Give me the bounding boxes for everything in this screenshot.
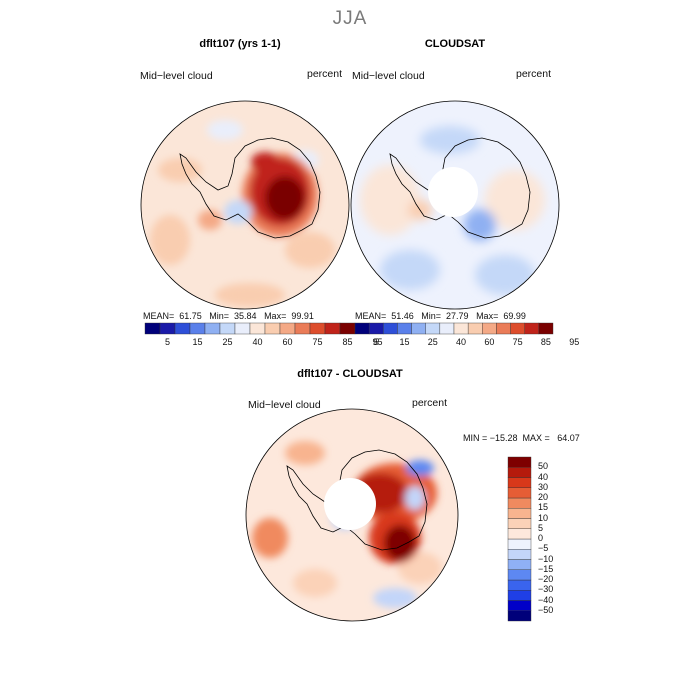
colorbar-tick-label: 60: [484, 337, 495, 347]
colorbar-tick-label: 95: [372, 337, 383, 347]
colorbar-swatch: [510, 322, 525, 335]
colorbar-swatch: [507, 600, 532, 611]
colorbar-tick-label: 5: [538, 522, 544, 533]
obs-stats: MEAN= 51.46 Min= 27.79 Max= 69.99: [355, 311, 526, 321]
colorbar-swatch: [453, 322, 469, 335]
colorbar-swatch: [309, 322, 326, 335]
colorbar-swatch: [507, 559, 532, 570]
colorbar-swatch: [538, 322, 554, 335]
colorbar-swatch: [507, 569, 532, 581]
colorbar-tick-label: 15: [192, 337, 203, 347]
colorbar-swatch: [144, 322, 161, 335]
colorbar-swatch: [467, 322, 483, 335]
colorbar-tick-label: −30: [538, 584, 554, 595]
colorbar-tick-label: −50: [538, 604, 554, 615]
colorbar-swatch: [219, 322, 236, 335]
colorbar-tick-label: 0: [538, 533, 544, 543]
colorbar-tick-label: 20: [538, 492, 549, 502]
colorbar-tick-label: 40: [252, 337, 263, 347]
colorbar-swatch: [507, 508, 532, 519]
colorbar-tick-label: 5: [373, 337, 379, 347]
colorbar-swatch: [324, 322, 341, 335]
colorbar-tick-label: −20: [538, 574, 554, 584]
colorbar-tick-label: 15: [399, 337, 410, 347]
diff-variable-label: Mid−level cloud: [248, 399, 321, 411]
diff-map: [245, 408, 459, 622]
colorbar-swatch: [439, 322, 455, 335]
colorbar-swatch: [507, 610, 532, 622]
colorbar-swatch: [507, 549, 532, 560]
colorbar-tick-label: 85: [342, 337, 353, 347]
colorbar-swatch: [383, 322, 398, 335]
colorbar-tick-label: 5: [164, 337, 170, 347]
diff-stats: MIN = −15.28 MAX = 64.07: [463, 433, 580, 443]
no-data-pole-hole: [428, 167, 478, 217]
colorbar-swatch: [279, 322, 296, 335]
colorbar-swatch: [507, 467, 532, 478]
model-colorbar: [144, 322, 356, 335]
colorbar-swatch: [507, 456, 532, 468]
obs-units-label: percent: [516, 68, 552, 80]
colorbar-tick-label: −40: [538, 594, 554, 605]
colorbar-swatch: [159, 322, 176, 335]
model-stats: MEAN= 61.75 Min= 35.84 Max= 99.91: [143, 311, 314, 321]
obs-colorbar-ticks: 5 15 25 40 60 75 85 95: [355, 337, 580, 349]
colorbar-tick-label: 40: [456, 337, 467, 347]
colorbar-swatch: [507, 497, 532, 509]
colorbar-swatch: [294, 322, 311, 335]
colorbar-swatch: [507, 579, 532, 591]
figure-title: JJA: [332, 8, 368, 29]
model-units-label: percent: [307, 68, 343, 80]
colorbar-swatch: [204, 322, 221, 335]
colorbar-swatch: [174, 322, 191, 335]
colorbar-swatch: [264, 322, 281, 335]
colorbar-tick-label: 25: [427, 337, 438, 347]
colorbar-swatch: [339, 322, 356, 335]
model-variable-label: Mid−level cloud: [140, 70, 213, 82]
colorbar-tick-label: 85: [540, 337, 551, 347]
colorbar-swatch: [507, 518, 532, 529]
antarctica-coastline: [179, 137, 321, 239]
colorbar-tick-label: 40: [538, 471, 549, 482]
model-panel-title: dflt107 (yrs 1-1): [199, 38, 281, 50]
colorbar-swatch: [507, 528, 532, 540]
diff-colorbar: [507, 456, 532, 622]
model-colorbar-ticks: 5 15 25 40 60 75 85 95: [145, 337, 383, 349]
colorbar-swatch: [368, 322, 384, 335]
colorbar-tick-label: 75: [312, 337, 323, 347]
colorbar-swatch: [354, 322, 370, 335]
colorbar-tick-label: 75: [512, 337, 523, 347]
colorbar-swatch: [425, 322, 441, 335]
colorbar-swatch: [524, 322, 540, 335]
obs-colorbar: [354, 322, 554, 335]
diff-colorbar-ticks: 50 40 30 20 15 10 5 0 −5 −10 −15 −20 −30 −40 −50: [538, 457, 578, 621]
colorbar-swatch: [507, 487, 532, 499]
colorbar-swatch: [507, 477, 532, 488]
obs-map: [350, 100, 560, 310]
colorbar-swatch: [234, 322, 251, 335]
diff-units-label: percent: [412, 397, 448, 409]
colorbar-swatch: [482, 322, 497, 335]
model-map: [140, 100, 350, 310]
colorbar-swatch: [249, 322, 266, 335]
colorbar-tick-label: 10: [538, 512, 549, 523]
diff-panel-title: dflt107 - CLOUDSAT: [297, 368, 403, 380]
colorbar-tick-label: 25: [222, 337, 233, 347]
obs-panel-title: CLOUDSAT: [424, 38, 486, 50]
colorbar-tick-label: 60: [282, 337, 293, 347]
colorbar-tick-label: −10: [538, 553, 554, 564]
colorbar-tick-label: −15: [538, 563, 554, 574]
colorbar-tick-label: 95: [569, 337, 580, 347]
colorbar-swatch: [496, 322, 511, 335]
colorbar-tick-label: 30: [538, 481, 549, 492]
colorbar-tick-label: 50: [538, 461, 549, 472]
colorbar-swatch: [507, 590, 532, 601]
colorbar-swatch: [189, 322, 206, 335]
colorbar-tick-label: −5: [538, 543, 549, 554]
colorbar-tick-label: 15: [538, 502, 549, 513]
obs-variable-label: Mid−level cloud: [352, 70, 425, 82]
colorbar-swatch: [507, 538, 532, 550]
colorbar-swatch: [411, 322, 426, 335]
colorbar-swatch: [397, 322, 412, 335]
